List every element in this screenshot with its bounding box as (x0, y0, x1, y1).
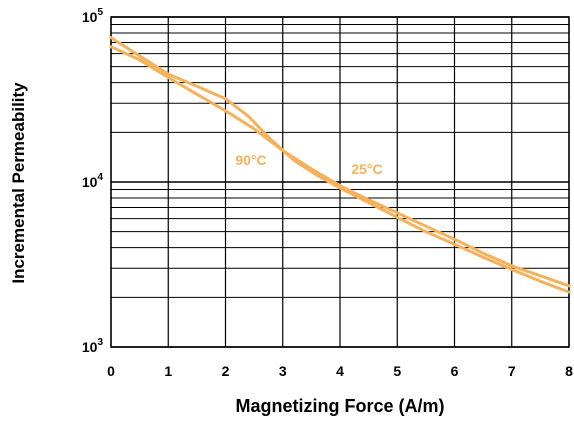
series-label-90c: 90°C (235, 152, 266, 168)
grid (110, 16, 570, 348)
tick-labels: 0 1 2 3 4 5 6 7 8 103 104 105 (82, 7, 573, 379)
x-tick-label: 0 (107, 363, 115, 379)
y-axis-title: Incremental Permeability (9, 82, 28, 284)
x-tick-label: 6 (451, 363, 459, 379)
x-tick-label: 2 (222, 363, 230, 379)
y-tick-label: 103 (82, 337, 104, 355)
x-axis-title: Magnetizing Force (A/m) (235, 396, 444, 416)
plot-frame (110, 16, 570, 348)
y-tick-label: 104 (82, 172, 104, 190)
series-lines (109, 36, 571, 294)
x-tick-label: 5 (393, 363, 401, 379)
x-tick-label: 8 (565, 363, 573, 379)
x-tick-label: 7 (508, 363, 516, 379)
x-tick-label: 4 (336, 363, 344, 379)
series-label-25c: 25°C (351, 161, 382, 177)
x-tick-label: 1 (164, 363, 172, 379)
y-tick-label: 105 (82, 7, 104, 25)
x-tick-label: 3 (279, 363, 287, 379)
series-line-90c (109, 36, 571, 294)
series-labels: 90°C 25°C (235, 152, 382, 177)
series-line-25c (109, 45, 571, 288)
